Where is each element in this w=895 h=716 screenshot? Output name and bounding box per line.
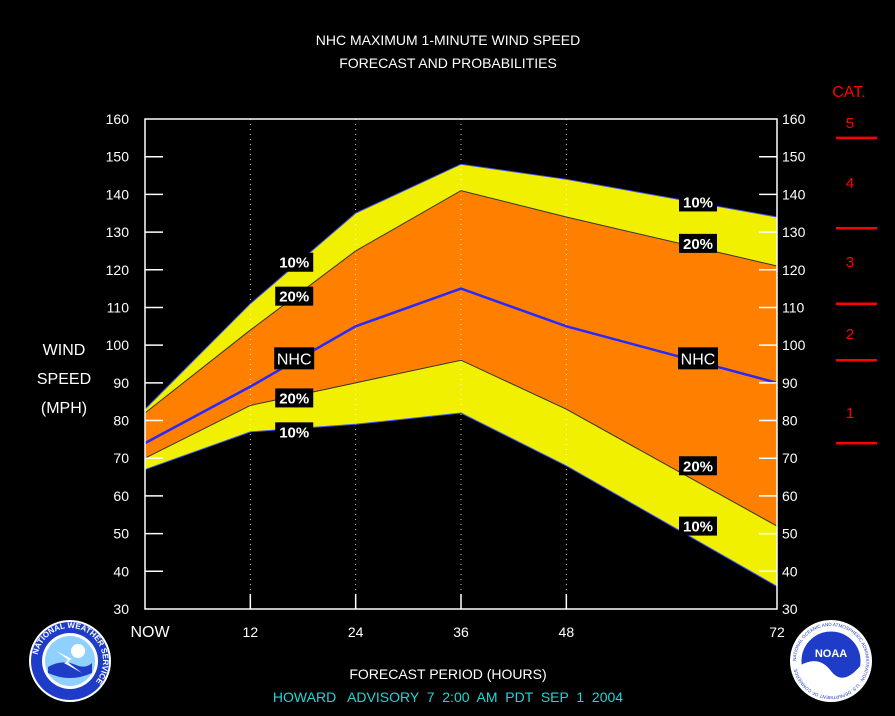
- y-tick-label-left-160: 160: [106, 111, 130, 127]
- y-tick-label-right-130: 130: [782, 224, 806, 240]
- y-tick-label-left-70: 70: [113, 450, 129, 466]
- y-tick-label-right-50: 50: [782, 526, 798, 542]
- nws-logo: NATIONAL WEATHER SERVICE: [29, 620, 111, 702]
- line-nhc-forecast: [144, 287, 778, 445]
- band-10pct-lower: [145, 360, 777, 587]
- y-tick-label-right-150: 150: [782, 149, 806, 165]
- plot-label-box: [679, 192, 717, 212]
- plot-label-box: [679, 233, 717, 253]
- line-10pct-lower: [144, 412, 778, 587]
- y-tick-label-left-140: 140: [106, 186, 130, 202]
- plot-label-text: 20%: [683, 236, 713, 253]
- plot-label-box: [275, 252, 314, 272]
- plot-label-box: [679, 516, 717, 536]
- plot-label-text: NHC: [681, 351, 716, 368]
- category-header: CAT.: [832, 84, 865, 101]
- plot-label-box: [275, 388, 314, 408]
- band-10pct-upper: [145, 164, 777, 413]
- plot-label-text: 10%: [279, 424, 309, 441]
- y-tick-label-right-90: 90: [782, 375, 798, 391]
- y-tick-label-left-40: 40: [113, 563, 129, 579]
- chart-title-line1: NHC MAXIMUM 1-MINUTE WIND SPEED: [316, 32, 580, 48]
- plot-label-20pct-1: 20%: [275, 286, 314, 306]
- line-10pct-upper: [144, 163, 778, 410]
- y-tick-label-left-50: 50: [113, 526, 129, 542]
- y-tick-label-left-100: 100: [106, 337, 130, 353]
- plot-label-box: [679, 456, 717, 476]
- plot-label-box: [274, 347, 315, 370]
- plot-label-text: 10%: [683, 194, 713, 211]
- category-label-2: 2: [846, 326, 854, 343]
- plot-label-10pct-5: 10%: [679, 192, 717, 212]
- y-tick-label-left-80: 80: [113, 413, 129, 429]
- x-tick-label-24: 24: [348, 624, 364, 640]
- y-axis-label-line3: (MPH): [41, 400, 87, 417]
- line-20pct-lower: [144, 359, 778, 527]
- x-tick-label-36: 36: [453, 624, 469, 640]
- y-tick-label-right-30: 30: [782, 601, 798, 617]
- y-tick-label-right-110: 110: [782, 299, 805, 315]
- plot-label-20pct-8: 20%: [679, 456, 717, 476]
- plot-label-text: NHC: [277, 351, 312, 368]
- x-tick-label-now: NOW: [130, 624, 170, 641]
- y-tick-label-left-150: 150: [106, 149, 130, 165]
- plot-label-box: [275, 422, 314, 442]
- y-tick-label-left-110: 110: [107, 299, 130, 315]
- y-tick-label-left-30: 30: [113, 601, 129, 617]
- y-tick-label-left-130: 130: [106, 224, 130, 240]
- advisory-footer: HOWARD ADVISORY 7 2:00 AM PDT SEP 1 2004: [273, 689, 623, 705]
- plot-label-20pct-6: 20%: [679, 233, 717, 253]
- plot-label-nhc-2: NHC: [274, 347, 315, 370]
- chart-title-line2: FORECAST AND PROBABILITIES: [339, 55, 557, 71]
- y-axis-label-line1: WIND: [43, 342, 86, 359]
- x-tick-label-48: 48: [559, 624, 575, 640]
- plot-area: 30 30 40 40 50 50 60 60 70 70 80 80 90 90 100 100 110 110…: [106, 111, 806, 641]
- plot-label-20pct-3: 20%: [275, 388, 314, 408]
- plot-label-text: 10%: [683, 519, 713, 536]
- plot-label-nhc-7: NHC: [678, 347, 718, 370]
- category-label-1: 1: [846, 405, 854, 422]
- y-tick-label-right-80: 80: [782, 413, 798, 429]
- y-tick-label-right-140: 140: [782, 186, 806, 202]
- noaa-logo-text: NOAA: [815, 648, 847, 660]
- y-axis-label-line2: SPEED: [37, 371, 91, 388]
- plot-label-box: [678, 347, 718, 370]
- plot-label-10pct-9: 10%: [679, 516, 717, 536]
- plot-label-text: 20%: [683, 458, 713, 475]
- y-tick-label-left-60: 60: [113, 488, 129, 504]
- x-axis-label: FORECAST PERIOD (HOURS): [349, 666, 546, 682]
- y-tick-label-right-40: 40: [782, 563, 798, 579]
- y-tick-label-right-70: 70: [782, 450, 798, 466]
- plot-label-text: 20%: [279, 289, 309, 306]
- category-label-3: 3: [846, 254, 854, 271]
- x-tick-label-12: 12: [243, 624, 259, 640]
- line-20pct-upper: [144, 190, 778, 414]
- plot-label-text: 20%: [279, 390, 309, 407]
- y-tick-label-right-160: 160: [782, 111, 806, 127]
- category-scale: 1 2 3 4 5: [836, 115, 877, 445]
- y-tick-label-right-60: 60: [782, 488, 798, 504]
- category-label-4: 4: [846, 175, 854, 192]
- x-tick-label-72: 72: [769, 624, 785, 640]
- y-tick-label-left-120: 120: [106, 262, 130, 278]
- plot-label-10pct-0: 10%: [275, 252, 314, 272]
- y-tick-label-left-90: 90: [113, 375, 129, 391]
- noaa-logo: NOAA NATIONAL OCEANIC AND ATMOSPHERIC AD…: [790, 620, 872, 702]
- plot-label-10pct-4: 10%: [275, 422, 314, 442]
- category-label-5: 5: [846, 115, 854, 132]
- y-tick-label-right-100: 100: [782, 337, 806, 353]
- plot-label-box: [275, 286, 314, 306]
- band-20pct: [145, 190, 777, 527]
- y-tick-label-right-120: 120: [782, 262, 806, 278]
- plot-label-text: 10%: [279, 255, 309, 272]
